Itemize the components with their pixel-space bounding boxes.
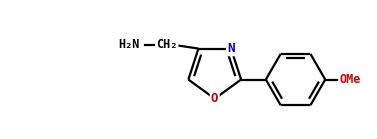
Text: CH₂: CH₂ [156, 38, 178, 51]
Text: O: O [211, 92, 219, 105]
Text: H₂N: H₂N [118, 38, 140, 51]
Text: N: N [227, 42, 235, 55]
Text: OMe: OMe [339, 73, 360, 86]
